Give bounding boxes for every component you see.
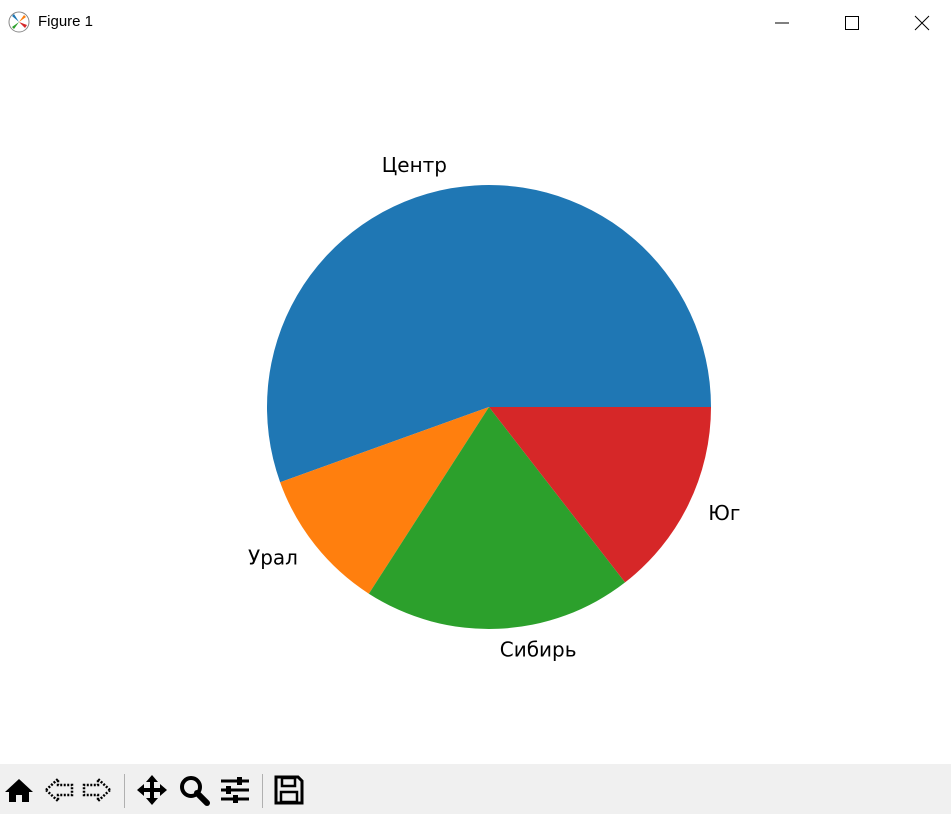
pan-icon[interactable] (136, 774, 168, 806)
pie-label: Центр (382, 153, 447, 177)
pie-label: Юг (708, 501, 740, 525)
window-title: Figure 1 (38, 13, 94, 30)
zoom-icon[interactable] (178, 774, 210, 806)
matplotlib-logo-icon (8, 11, 30, 33)
toolbar-separator (124, 774, 125, 808)
close-icon (914, 15, 930, 30)
save-icon[interactable] (273, 774, 305, 806)
pie-slice-4 (489, 407, 711, 583)
minimize-button[interactable] (759, 0, 805, 45)
pie-slice-3 (368, 407, 626, 629)
pie-chart: Центр Урал Сибирь Юг (248, 153, 740, 662)
home-icon[interactable] (3, 774, 35, 806)
configure-subplots-icon[interactable] (219, 774, 251, 806)
forward-icon[interactable] (81, 774, 113, 806)
close-button[interactable] (899, 0, 945, 45)
back-icon[interactable] (43, 774, 75, 806)
navigation-toolbar (0, 764, 951, 814)
title-bar: Figure 1 (0, 0, 951, 45)
maximize-icon (845, 15, 859, 30)
maximize-button[interactable] (829, 0, 875, 45)
pie-slice-1 (267, 185, 711, 483)
minimize-icon (775, 22, 789, 23)
toolbar-separator (262, 774, 263, 808)
pie-label: Урал (248, 546, 298, 570)
pie-label: Сибирь (500, 637, 577, 661)
pie-slice-2 (280, 407, 489, 594)
